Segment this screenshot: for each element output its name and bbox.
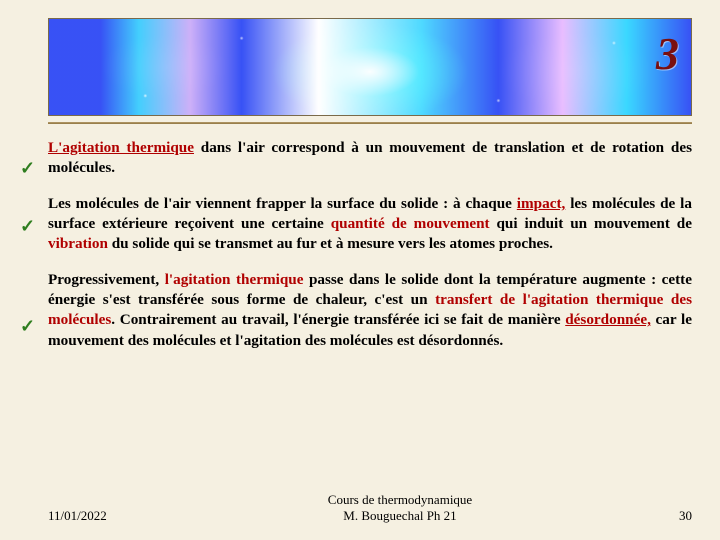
checkmark-icon bbox=[20, 318, 36, 334]
checkmark-icon bbox=[20, 218, 36, 234]
paragraph-3: Progressivement, l'agitation thermique p… bbox=[48, 270, 692, 350]
paragraph-2: Les molécules de l'air viennent frapper … bbox=[48, 194, 692, 254]
term-quantite-mouvement: quantité de mouvement bbox=[331, 215, 490, 232]
body-text: L'agitation thermique dans l'air corresp… bbox=[48, 138, 692, 351]
footer-course: Cours de thermodynamique M. Bouguechal P… bbox=[168, 492, 632, 524]
slide-number: 3 bbox=[656, 27, 679, 80]
fractal-banner: 3 bbox=[48, 18, 692, 116]
term-agitation-thermique: L'agitation thermique bbox=[48, 139, 194, 156]
checkmark-icon bbox=[20, 160, 36, 176]
footer: 11/01/2022 Cours de thermodynamique M. B… bbox=[48, 492, 692, 524]
term-desordonnee: désordonnée, bbox=[565, 311, 651, 328]
paragraph-1: L'agitation thermique dans l'air corresp… bbox=[48, 138, 692, 178]
term-impact: impact, bbox=[517, 195, 566, 212]
term-vibration: vibration bbox=[48, 235, 108, 252]
term-agitation-thermique-2: l'agitation thermique bbox=[165, 271, 304, 288]
footer-date: 11/01/2022 bbox=[48, 508, 168, 524]
divider bbox=[48, 122, 692, 124]
footer-page-number: 30 bbox=[632, 508, 692, 524]
